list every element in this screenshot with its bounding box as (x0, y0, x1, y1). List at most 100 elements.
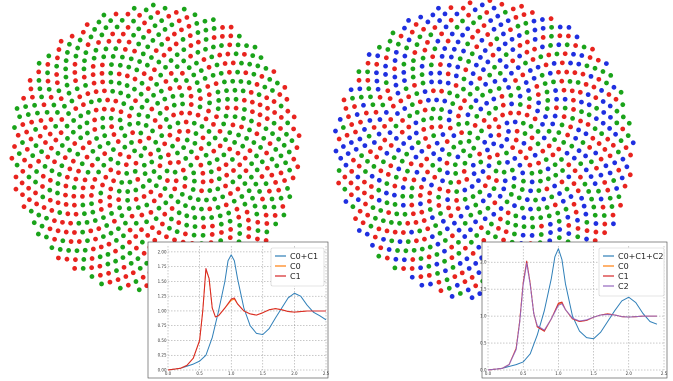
point (101, 106, 107, 112)
point (457, 261, 463, 266)
point (65, 50, 70, 55)
point (266, 188, 272, 194)
point (454, 189, 460, 195)
point (449, 255, 455, 261)
point (578, 118, 583, 124)
point (206, 141, 212, 147)
point (450, 233, 455, 239)
point (418, 274, 424, 280)
point (33, 179, 38, 185)
point (165, 178, 170, 183)
point (119, 213, 125, 219)
point (184, 78, 189, 83)
point (586, 112, 592, 118)
point (158, 88, 164, 94)
point (593, 229, 599, 235)
point (461, 169, 467, 174)
point (607, 103, 613, 109)
point (65, 136, 70, 141)
point (539, 223, 544, 229)
point (424, 156, 430, 162)
point (336, 180, 342, 186)
point (209, 54, 215, 60)
point (611, 84, 617, 90)
point (418, 14, 424, 20)
point (236, 33, 242, 39)
point (405, 220, 411, 226)
point (476, 244, 482, 250)
point (482, 216, 488, 222)
point (362, 143, 368, 149)
point (148, 15, 154, 20)
point (378, 245, 384, 251)
point (366, 52, 372, 57)
point (180, 37, 186, 42)
point (37, 86, 43, 92)
point (488, 41, 494, 47)
point (191, 178, 197, 184)
point (257, 102, 263, 108)
point (39, 94, 44, 100)
inset-chart-left: 0.0 0.5 1.0 1.5 2.0 2.50.000.250.500.751.001.… (147, 241, 330, 379)
point (467, 153, 473, 159)
point (157, 110, 163, 116)
point (67, 41, 72, 47)
point (584, 236, 589, 242)
point (439, 107, 444, 112)
point (399, 158, 405, 164)
point (207, 100, 212, 106)
point (568, 124, 573, 130)
point (244, 209, 250, 215)
point (577, 89, 583, 95)
point (135, 176, 141, 182)
point (214, 114, 219, 120)
point (374, 154, 380, 160)
point (616, 194, 622, 200)
point (559, 60, 565, 66)
point (532, 116, 538, 122)
point (262, 84, 268, 90)
point (540, 35, 546, 40)
point (167, 160, 173, 166)
point (571, 155, 577, 161)
point (97, 97, 102, 103)
point (259, 174, 265, 179)
point (590, 46, 595, 52)
point (51, 102, 57, 108)
point (157, 163, 163, 169)
point (88, 99, 94, 105)
point (170, 94, 176, 99)
point (248, 89, 254, 95)
point (176, 18, 182, 24)
point (622, 183, 628, 189)
point (80, 145, 86, 151)
point (57, 247, 63, 252)
point (89, 192, 94, 198)
point (466, 12, 471, 18)
point (538, 54, 544, 60)
point (516, 195, 522, 201)
point (272, 213, 278, 218)
point (180, 167, 186, 173)
point (580, 71, 586, 77)
point (269, 196, 275, 202)
point (594, 105, 600, 111)
point (284, 96, 290, 102)
point (481, 118, 487, 123)
point (557, 227, 563, 232)
point (383, 55, 389, 61)
point (456, 113, 461, 119)
point (231, 168, 236, 173)
point (101, 12, 107, 18)
point (80, 185, 86, 191)
point (445, 188, 451, 194)
point (181, 47, 187, 53)
point (163, 117, 169, 122)
point (455, 39, 461, 45)
point (152, 67, 157, 73)
point (554, 105, 559, 111)
point (140, 51, 146, 57)
point (442, 11, 448, 17)
point (427, 190, 433, 196)
point (353, 146, 359, 152)
